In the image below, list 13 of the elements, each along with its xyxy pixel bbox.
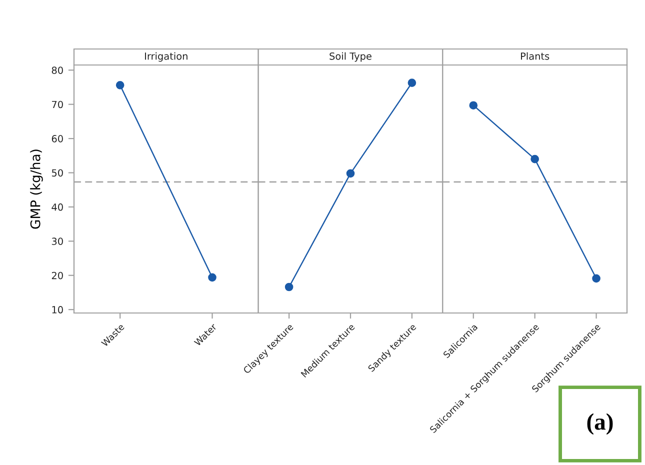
chart-title: Soil Type xyxy=(330,52,372,62)
y-tick-label: 10 xyxy=(52,306,63,314)
y-axis-title: GMP (kg/ha) xyxy=(30,150,43,229)
y-tick-label: 20 xyxy=(52,272,63,280)
y-tick-label: 30 xyxy=(52,238,63,245)
chart-title: Irrigation xyxy=(145,52,188,62)
chart-title: Plants xyxy=(521,52,550,60)
y-tick-label: 70 xyxy=(52,100,63,108)
y-tick-label: 40 xyxy=(52,203,63,211)
text: (a) xyxy=(587,413,613,435)
y-tick-label: 60 xyxy=(52,135,63,142)
y-tick-label: 80 xyxy=(52,66,63,74)
y-tick-label: 50 xyxy=(52,169,63,177)
